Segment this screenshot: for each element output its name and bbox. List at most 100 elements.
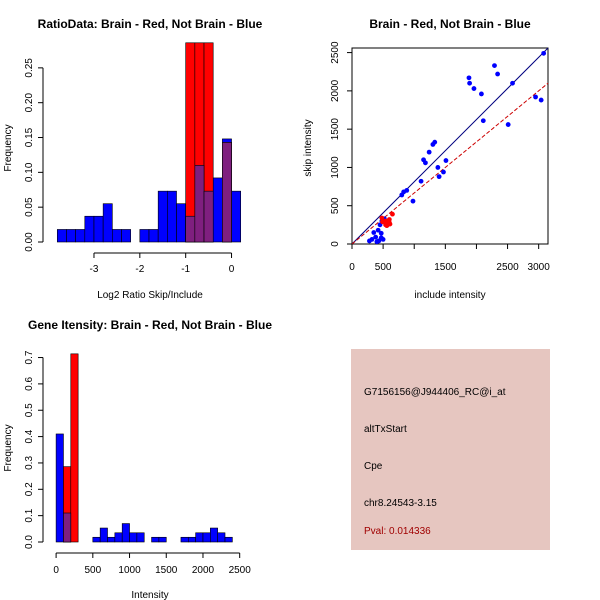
histogram-bar xyxy=(99,527,108,543)
x-axis-label: include intensity xyxy=(414,290,485,301)
not-brain-point xyxy=(371,230,377,235)
histogram-bar xyxy=(212,177,223,243)
x-tick-label: -2 xyxy=(135,264,144,275)
event-type: altTxStart xyxy=(364,424,407,435)
x-tick-label: 500 xyxy=(375,262,392,273)
y-tick-label: 0.20 xyxy=(24,93,35,113)
not-brain-point xyxy=(505,122,511,127)
y-tick-label: 500 xyxy=(330,197,341,214)
x-tick-label: -3 xyxy=(90,264,99,275)
x-axis-label: Intensity xyxy=(131,590,168,600)
not-brain-point xyxy=(410,198,416,204)
not-brain-point xyxy=(443,158,449,163)
histogram-bar xyxy=(202,532,211,543)
histogram-bar xyxy=(151,536,160,543)
not-brain-point xyxy=(479,91,484,97)
histogram-bar xyxy=(75,229,86,243)
not-brain-point xyxy=(541,50,547,56)
not-brain-point xyxy=(510,80,515,86)
not-brain-point xyxy=(423,160,428,166)
histogram-overlap-bar xyxy=(203,190,214,243)
not-brain-point xyxy=(467,80,472,86)
not-brain-point xyxy=(401,189,407,195)
histogram-bar xyxy=(107,536,116,543)
x-tick-label: 0 xyxy=(349,262,355,273)
not-brain-point xyxy=(495,71,500,77)
histogram-bar xyxy=(231,190,242,243)
histogram-bar xyxy=(114,532,123,543)
y-tick-label: 0.5 xyxy=(24,403,35,417)
brain-point xyxy=(380,219,385,225)
x-tick-label: 1000 xyxy=(118,565,141,576)
y-tick-label: 0.10 xyxy=(24,162,35,182)
y-tick-label: 0.05 xyxy=(24,197,35,217)
y-tick-label: 2500 xyxy=(330,41,341,64)
not-brain-point xyxy=(378,230,384,236)
histogram-bar xyxy=(167,190,177,243)
histogram-bar xyxy=(187,536,196,543)
histogram-overlap-bar xyxy=(222,142,232,243)
histogram-bar xyxy=(70,353,79,543)
x-tick-label: 2500 xyxy=(229,565,252,576)
not-brain-point xyxy=(367,238,372,244)
not-brain-point xyxy=(492,63,497,69)
histogram-bar xyxy=(56,229,67,243)
y-tick-label: 0.1 xyxy=(24,508,35,522)
y-tick-label: 2000 xyxy=(330,79,341,102)
not-brain-point xyxy=(418,178,424,184)
brain-point xyxy=(379,215,385,221)
histogram-bar xyxy=(93,215,104,243)
histogram-bar xyxy=(102,203,113,243)
histogram-bar xyxy=(112,229,122,243)
brain-point xyxy=(386,220,392,225)
x-tick-label: 0 xyxy=(53,565,59,576)
chart-title: RatioData: Brain - Red, Not Brain - Blue xyxy=(38,17,263,31)
chart-title: Gene Itensity: Brain - Red, Not Brain - … xyxy=(28,318,272,332)
probe-id: G7156156@J944406_RC@i_at xyxy=(364,387,506,398)
y-tick-label: 0.2 xyxy=(24,482,35,496)
y-tick-label: 0.4 xyxy=(24,429,35,443)
not-brain-point xyxy=(538,97,544,103)
y-tick-label: 0.0 xyxy=(24,535,35,549)
histogram-bar xyxy=(139,229,150,243)
y-tick-label: 0.7 xyxy=(24,350,35,364)
not-brain-point xyxy=(480,118,486,124)
histogram-overlap-bar xyxy=(194,165,205,243)
histogram-bar xyxy=(176,203,186,243)
y-tick-label: 0.25 xyxy=(24,58,35,78)
histogram-overlap-bar xyxy=(63,512,72,543)
not-brain-point xyxy=(466,75,472,81)
y-tick-label: 0.15 xyxy=(24,127,35,147)
not-brain-point xyxy=(441,169,446,175)
x-tick-label: 500 xyxy=(84,565,101,576)
gene-name: Cpe xyxy=(364,461,383,472)
not-brain-point xyxy=(426,149,432,155)
histogram-bar xyxy=(121,523,130,543)
x-tick-label: 3000 xyxy=(528,262,551,273)
not-brain-point xyxy=(471,86,477,91)
y-tick-label: 0 xyxy=(330,241,341,247)
histogram-bar xyxy=(210,527,218,543)
pvalue-label: Pval: 0.014336 xyxy=(364,526,431,537)
plot-frame xyxy=(351,47,549,245)
x-axis-label: Log2 Ratio Skip/Include xyxy=(97,290,203,301)
x-tick-label: 2500 xyxy=(496,262,519,273)
not-brain-point xyxy=(436,174,442,180)
not-brain-point xyxy=(435,165,441,170)
histogram-bar xyxy=(84,215,95,243)
y-tick-label: 0.3 xyxy=(24,456,35,470)
brain-point xyxy=(383,222,388,228)
x-tick-label: 1500 xyxy=(155,565,178,576)
histogram-bar xyxy=(92,536,101,543)
not-brain-point xyxy=(432,139,438,145)
histogram-bar xyxy=(185,42,196,243)
histogram-bar xyxy=(158,536,167,543)
brain-point xyxy=(390,211,395,217)
not-brain-point xyxy=(375,227,381,233)
histogram-bar xyxy=(180,536,189,543)
histogram-bar xyxy=(55,433,64,543)
y-axis-label: skip intensity xyxy=(303,119,314,176)
x-tick-label: -1 xyxy=(181,264,190,275)
y-axis-label: Frequency xyxy=(3,124,14,171)
